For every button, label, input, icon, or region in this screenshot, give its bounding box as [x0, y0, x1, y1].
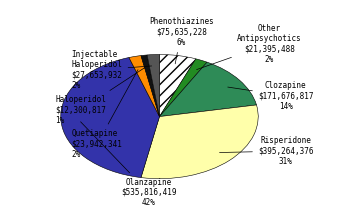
Wedge shape: [61, 58, 159, 178]
Text: Clozapine
$171,676,817
14%: Clozapine $171,676,817 14%: [228, 81, 313, 111]
Wedge shape: [159, 59, 207, 116]
Text: Haloperidol
$12,300,817
1%: Haloperidol $12,300,817 1%: [55, 68, 144, 125]
Text: Risperidone
$395,264,376
31%: Risperidone $395,264,376 31%: [219, 136, 313, 166]
Wedge shape: [159, 62, 257, 116]
Wedge shape: [141, 55, 159, 116]
Text: Injectable
Haloperidol
$27,653,932
2%: Injectable Haloperidol $27,653,932 2%: [72, 50, 152, 90]
Text: Other
Antipsychotics
$21,395,488
2%: Other Antipsychotics $21,395,488 2%: [196, 24, 302, 70]
Text: Quetiapine
$23,942,341
2%: Quetiapine $23,942,341 2%: [72, 70, 138, 159]
Wedge shape: [147, 54, 159, 116]
Wedge shape: [141, 105, 258, 179]
Text: Olanzapine
$535,816,419
42%: Olanzapine $535,816,419 42%: [81, 122, 176, 207]
Text: Phenothiazines
$75,635,228
6%: Phenothiazines $75,635,228 6%: [149, 17, 214, 64]
Wedge shape: [159, 54, 196, 116]
Wedge shape: [129, 56, 159, 116]
